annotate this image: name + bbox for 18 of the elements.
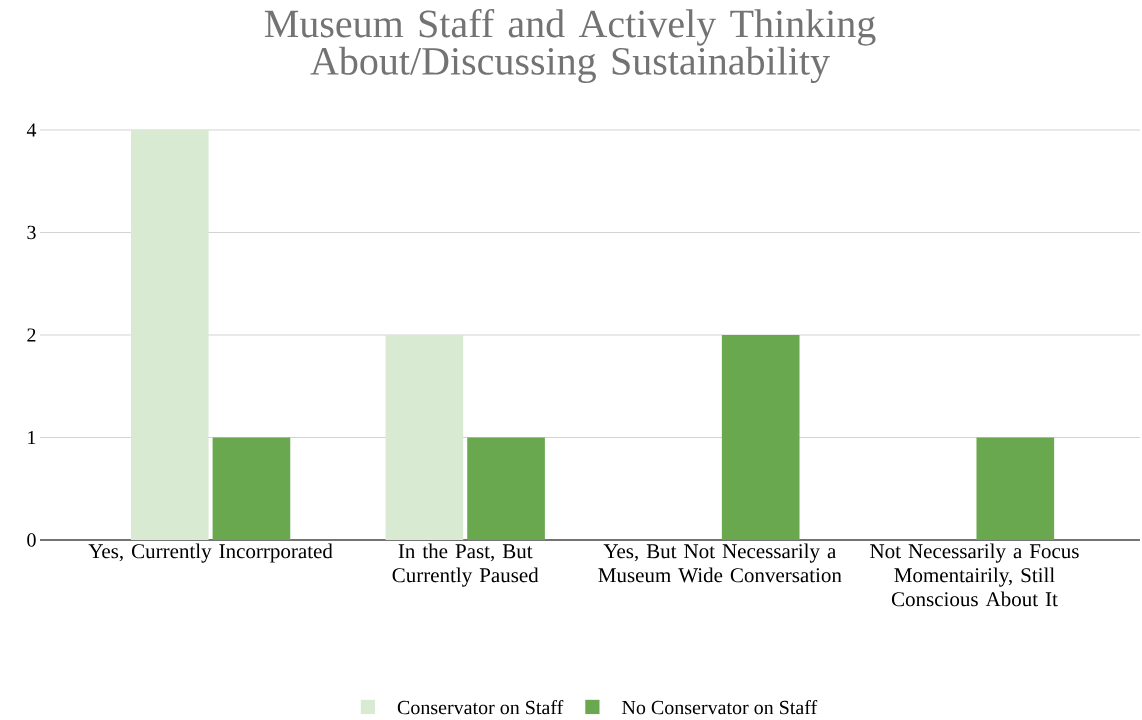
y-tick-label: 4 xyxy=(26,123,37,137)
x-tick-label: Not Necessarily a Focus Momentairily, Still Conscious About It xyxy=(870,543,1079,607)
x-tick-label: Yes, Currently Incorrporated xyxy=(88,543,333,563)
y-tick-label: 1 xyxy=(28,431,36,445)
y-tick-label: 0 xyxy=(27,533,36,547)
x-tick-label: In the Past, But Currently Paused xyxy=(392,543,539,587)
bar xyxy=(212,437,291,541)
legend-label: Conservator on Staff xyxy=(397,700,564,715)
chart-title: Museum Staff and Actively Thinking About/Discussing Sustainability xyxy=(264,9,876,84)
legend-label: No Conservator on Staff xyxy=(622,700,818,715)
bar xyxy=(385,335,464,541)
bar xyxy=(130,130,209,541)
bar xyxy=(467,437,545,541)
x-tick-label: Yes, But Not Necessarily a Museum Wide Conversation xyxy=(598,543,842,583)
y-tick-label: 2 xyxy=(27,328,36,342)
y-tick-label: 3 xyxy=(27,225,36,240)
bar xyxy=(976,437,1055,541)
bar xyxy=(721,335,800,541)
